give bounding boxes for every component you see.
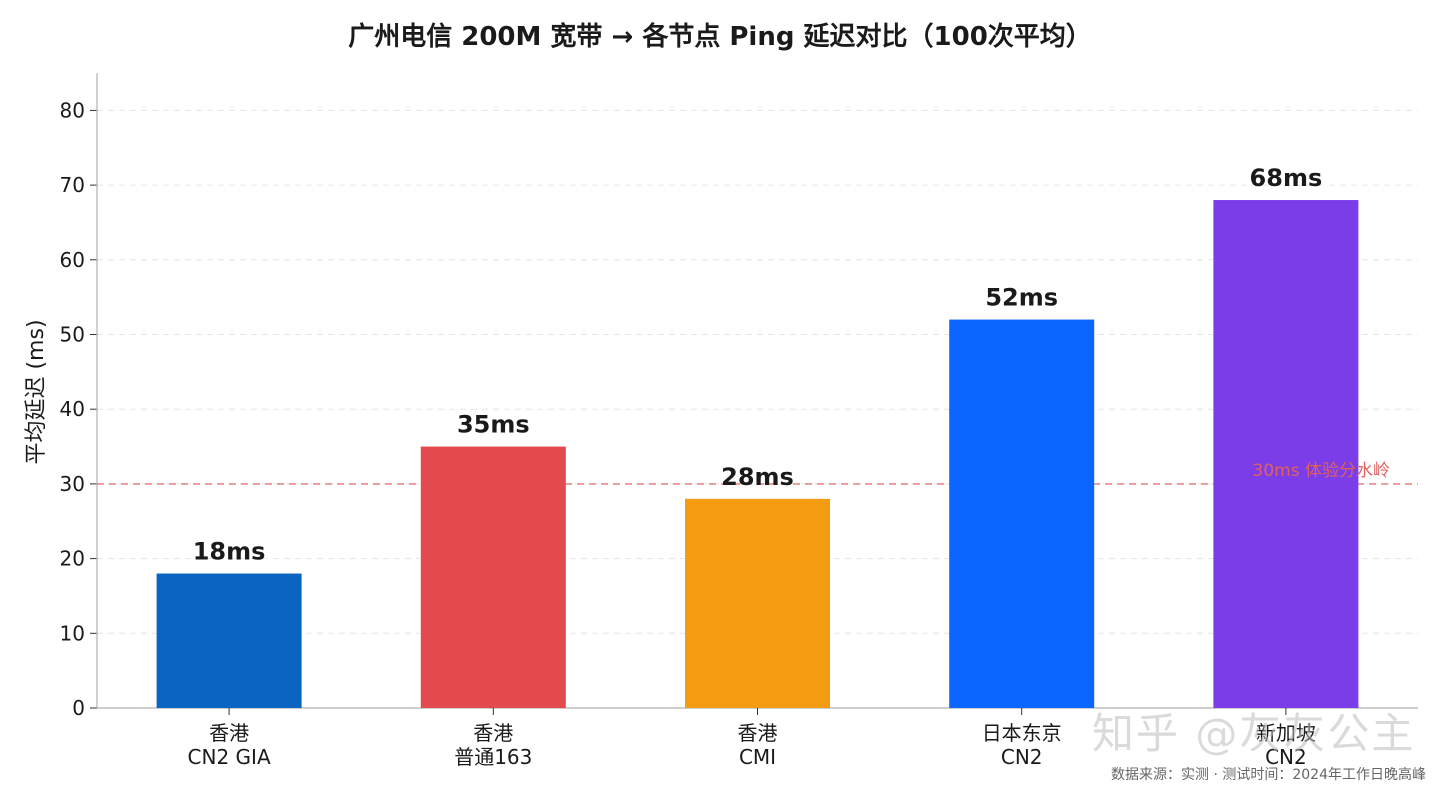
bar <box>420 446 566 708</box>
bar <box>1213 200 1359 709</box>
bar <box>949 319 1095 708</box>
x-tick-label: 香港 <box>209 721 249 745</box>
data-label: 18ms <box>193 538 266 566</box>
y-tick-label: 80 <box>60 98 85 122</box>
x-tick-label: CN2 GIA <box>188 745 271 769</box>
x-tick-label: CN2 <box>1001 745 1043 769</box>
bar <box>156 573 302 708</box>
reference-line-label: 30ms 体验分水岭 <box>1253 461 1390 481</box>
x-tick-label: 香港 <box>473 721 513 745</box>
y-tick-label: 20 <box>60 547 85 571</box>
y-tick-label: 70 <box>60 173 85 197</box>
watermark: 知乎 @灰灰公主 <box>1092 709 1416 758</box>
x-tick-label: 新加坡 <box>1256 721 1316 745</box>
x-tick-label: 日本东京 <box>982 721 1062 745</box>
x-tick-label: CMI <box>739 745 776 769</box>
y-tick-label: 0 <box>72 696 85 720</box>
y-tick-label: 10 <box>60 621 85 645</box>
data-label: 28ms <box>721 463 794 491</box>
y-tick-label: 40 <box>60 397 85 421</box>
x-tick-label: CN2 <box>1265 745 1307 769</box>
y-tick-label: 60 <box>60 248 85 272</box>
x-tick-label: 普通163 <box>454 745 532 769</box>
y-tick-label: 50 <box>60 323 85 347</box>
chart-title: 广州电信 200M 宽带 → 各节点 Ping 延迟对比（100次平均） <box>348 22 1092 52</box>
x-tick-label: 香港 <box>738 721 778 745</box>
source-note: 数据来源：实测 · 测试时间：2024年工作日晚高峰 <box>1111 767 1426 783</box>
data-label: 35ms <box>457 411 530 439</box>
y-tick-label: 30 <box>60 472 85 496</box>
data-label: 52ms <box>985 284 1058 312</box>
bar <box>685 498 830 708</box>
data-label: 68ms <box>1250 164 1323 192</box>
